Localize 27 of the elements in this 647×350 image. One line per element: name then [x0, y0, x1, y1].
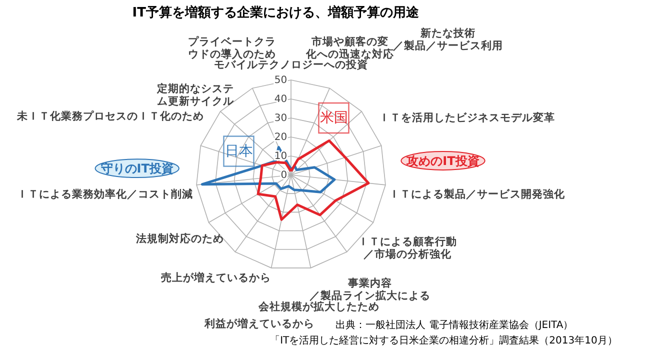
series-label: 日本: [224, 143, 253, 160]
text: 守りのIT投資: [100, 161, 174, 176]
y-tick-label: 10: [274, 151, 288, 162]
spoke-label: ＩＴによる製品／サービス開発強化: [389, 188, 566, 201]
spoke-label: 売上が増えているから: [161, 270, 272, 284]
spoke-label: ＩＴを活用したビジネスモデル変革: [378, 110, 555, 124]
spoke-label: 会社規模が拡大したため: [258, 300, 380, 314]
spoke-label: 新たな技術／製品／サービス利用: [393, 26, 504, 52]
spoke-label: 事業内容／製品ライン拡大による: [309, 276, 430, 302]
series-label: 米国: [320, 110, 348, 126]
y-tick-label: 30: [274, 113, 288, 124]
text: 「ITを活用した経営に対する日米企業の相違分析」調査結果（2013年10月）: [270, 334, 618, 346]
y-tick-label: 0: [280, 170, 288, 181]
spoke-label: プライベートクラウドの導入のため: [188, 35, 276, 61]
spoke-label: 未ＩＴ化業務プロセスのＩＴ化のため: [16, 109, 204, 122]
y-tick-label: 50: [274, 75, 288, 86]
spoke-label: 定期的なシステム更新サイクル: [156, 82, 236, 108]
y-tick-label: 20: [274, 132, 288, 143]
spoke-label: ＩＴによる業務効率化／コスト削減: [16, 188, 193, 201]
text: 攻めのIT投資: [406, 154, 480, 168]
y-tick-label: 40: [274, 94, 288, 105]
source-note: 出典：一般社団法人 電子情報技術産業協会（JEITA）: [336, 319, 574, 332]
chart-title: IT予算を増額する企業における、増額予算の用途: [132, 4, 420, 20]
spoke-label: ＩＴによる顧客行動／市場の分析強化: [358, 235, 457, 261]
spoke-label: 利益が増えているから: [203, 317, 314, 330]
spoke-label: モバイルテクノロジーへの投資: [214, 58, 368, 71]
spoke-label: 法規制対応のため: [134, 232, 224, 246]
